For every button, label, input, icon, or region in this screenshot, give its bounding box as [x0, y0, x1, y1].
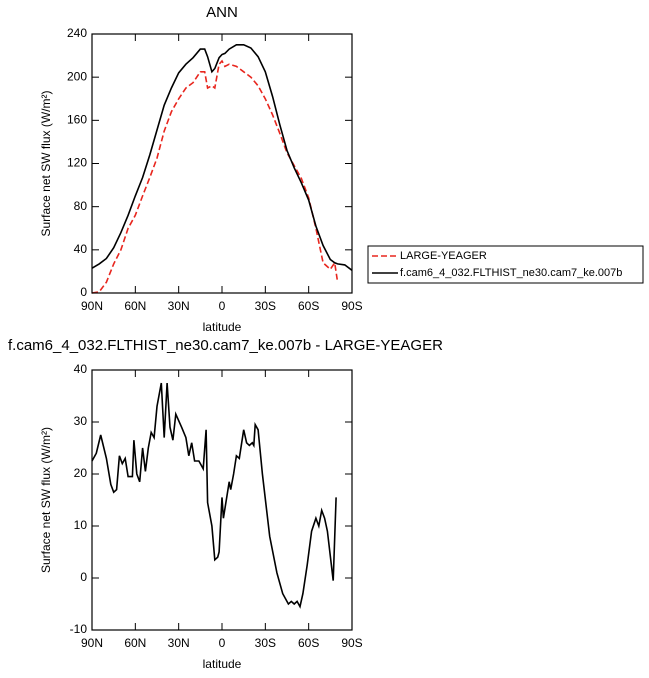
x-tick-label: 30S	[255, 299, 276, 313]
y-tick-label: 10	[74, 518, 88, 532]
y-tick-label: -10	[70, 622, 88, 636]
y-tick-label: 20	[74, 466, 88, 480]
x-tick-label: 90N	[81, 636, 103, 650]
x-tick-label: 90S	[341, 299, 362, 313]
y-tick-label: 30	[74, 414, 88, 428]
y-tick-label: 80	[74, 199, 88, 213]
chart-title: f.cam6_4_032.FLTHIST_ne30.cam7_ke.007b -…	[8, 337, 443, 354]
x-tick-label: 30N	[168, 299, 190, 313]
legend-label: f.cam6_4_032.FLTHIST_ne30.cam7_ke.007b	[400, 267, 622, 279]
chart-title: ANN	[206, 4, 238, 21]
x-tick-label: 30S	[255, 636, 276, 650]
legend-box	[367, 245, 644, 284]
data-line	[91, 44, 353, 271]
x-tick-label: 60S	[298, 299, 319, 313]
plot-frame	[91, 33, 353, 294]
y-tick-label: 0	[80, 285, 87, 299]
x-tick-label: 60S	[298, 636, 319, 650]
x-tick-label: 30N	[168, 636, 190, 650]
x-tick-label: 90S	[341, 636, 362, 650]
plot-frame	[91, 369, 353, 631]
y-tick-label: 0	[80, 570, 87, 584]
legend-label: LARGE-YEAGER	[400, 250, 487, 262]
data-line	[91, 382, 337, 609]
y-tick-label: 120	[67, 156, 87, 170]
x-tick-label: 0	[219, 299, 226, 313]
y-tick-label: 40	[74, 242, 88, 256]
x-axis-label: latitude	[203, 657, 242, 671]
x-tick-label: 90N	[81, 299, 103, 313]
x-axis-label: latitude	[203, 320, 242, 334]
x-tick-label: 0	[219, 636, 226, 650]
y-tick-label: 160	[67, 113, 87, 127]
y-axis-label: Surface net SW flux (W/m²)	[39, 90, 53, 236]
x-tick-label: 60N	[124, 636, 146, 650]
data-line	[91, 59, 339, 294]
x-tick-label: 60N	[124, 299, 146, 313]
y-tick-label: 240	[67, 26, 87, 40]
y-axis-label: Surface net SW flux (W/m²)	[39, 427, 53, 573]
y-tick-label: 40	[74, 362, 88, 376]
y-tick-label: 200	[67, 69, 87, 83]
